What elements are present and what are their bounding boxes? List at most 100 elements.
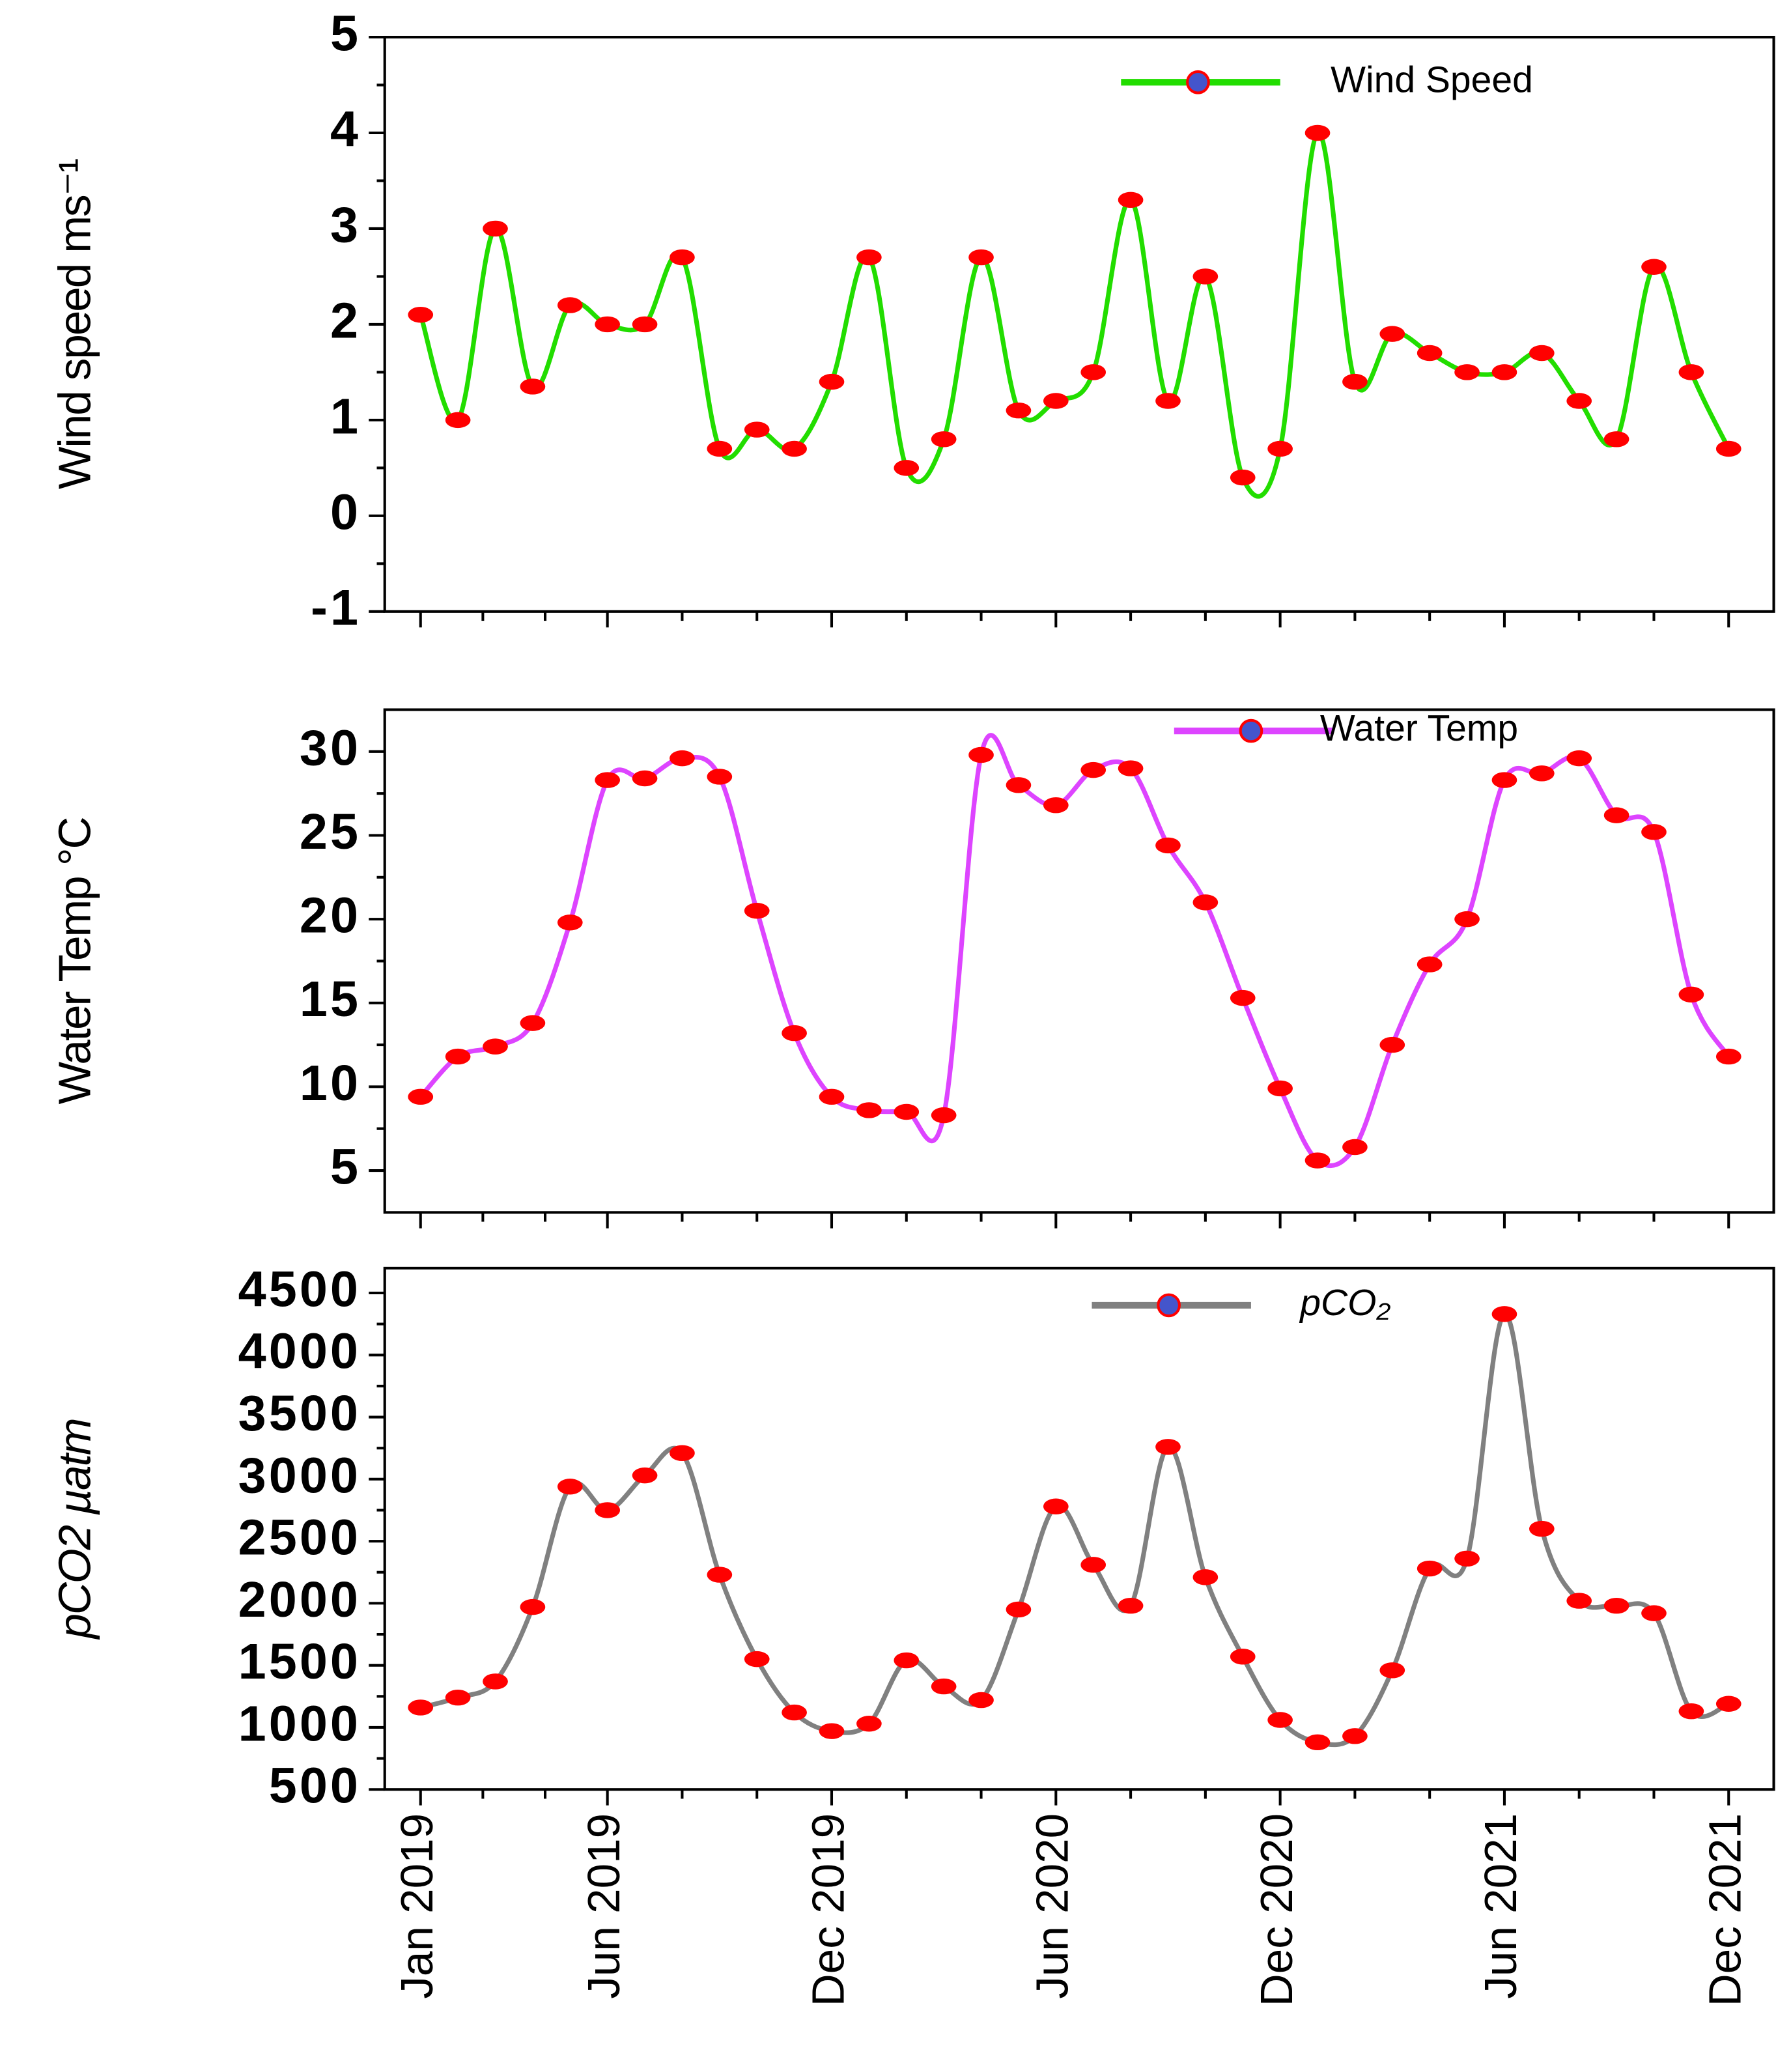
y-tick-label: 0	[330, 484, 361, 540]
y-tick-label: 2	[330, 292, 361, 348]
data-point	[1379, 1036, 1405, 1053]
data-point	[1603, 431, 1629, 447]
data-point	[557, 915, 583, 931]
y-tick-label: 4	[330, 101, 361, 157]
data-point	[1267, 1080, 1293, 1097]
data-point	[819, 373, 845, 390]
data-point	[1342, 373, 1368, 390]
data-point	[1491, 772, 1517, 788]
data-point	[1715, 1048, 1742, 1065]
y-tick-label: 5	[330, 1139, 361, 1195]
data-point	[1043, 1498, 1069, 1514]
legend-marker	[1186, 70, 1210, 94]
y-tick-label: 2500	[238, 1510, 361, 1566]
data-point	[445, 1689, 471, 1706]
data-point	[1155, 837, 1181, 854]
legend-label: pCO₂	[1299, 1282, 1390, 1324]
legend-marker	[1157, 1293, 1181, 1318]
data-point	[1454, 911, 1480, 928]
data-point	[1304, 1734, 1331, 1751]
data-point	[1715, 1696, 1742, 1712]
y-tick-label: 2000	[238, 1572, 361, 1628]
data-point	[1641, 824, 1667, 840]
y-tick-label: 3000	[238, 1447, 361, 1503]
data-point	[632, 770, 658, 787]
data-point	[520, 1015, 546, 1031]
data-point	[1379, 326, 1405, 342]
data-point	[931, 431, 957, 447]
data-point	[1192, 894, 1219, 911]
data-point	[1566, 393, 1592, 409]
data-point	[968, 1692, 994, 1709]
data-point	[483, 220, 508, 237]
data-point	[1342, 1728, 1368, 1744]
data-point	[1267, 440, 1293, 457]
data-point	[1603, 807, 1629, 823]
data-point	[931, 1678, 957, 1695]
data-point	[1379, 1662, 1405, 1679]
data-point	[1529, 345, 1555, 362]
data-point	[1155, 1439, 1181, 1455]
y-tick-label: 15	[300, 971, 361, 1027]
data-point	[744, 903, 770, 919]
data-point	[1155, 393, 1181, 409]
data-point	[408, 1088, 434, 1105]
data-point	[1491, 364, 1517, 380]
data-point	[707, 1567, 733, 1583]
data-point	[1529, 1520, 1555, 1537]
data-point	[670, 1445, 695, 1462]
x-tick-label: Dec 2021	[1700, 1813, 1751, 2006]
data-point	[670, 249, 695, 266]
data-point	[632, 1467, 658, 1484]
data-point	[1006, 1601, 1032, 1618]
data-point	[1118, 760, 1144, 776]
data-point	[1566, 1593, 1592, 1609]
x-tick-label: Jun 2020	[1027, 1813, 1078, 1999]
series-line	[419, 733, 1731, 1169]
y-tick-label: 4000	[238, 1324, 361, 1380]
data-point	[1678, 364, 1704, 380]
data-point	[632, 316, 658, 333]
data-point	[819, 1088, 845, 1105]
data-point	[1454, 364, 1480, 380]
data-point	[782, 1025, 807, 1042]
data-point	[1043, 797, 1069, 814]
data-point	[894, 1103, 920, 1120]
data-point	[445, 412, 471, 429]
data-point	[595, 316, 621, 333]
data-point	[744, 1651, 770, 1668]
data-point	[707, 440, 733, 457]
y-tick-label: 5	[330, 5, 361, 61]
data-point	[595, 1502, 621, 1518]
data-point	[595, 772, 621, 788]
data-point	[670, 750, 695, 767]
data-point	[408, 307, 434, 323]
data-point	[744, 421, 770, 438]
data-point	[445, 1048, 471, 1065]
data-point	[1641, 259, 1667, 275]
legend-label: Wind Speed	[1331, 59, 1533, 100]
series-line	[418, 130, 1731, 499]
data-point	[782, 440, 807, 457]
data-point	[1417, 1560, 1443, 1577]
data-point	[1230, 989, 1256, 1006]
y-tick-label: 3500	[238, 1385, 361, 1441]
y-tick-label: -1	[311, 580, 361, 636]
y-tick-label: 3	[330, 197, 361, 253]
y-tick-label: 500	[269, 1758, 361, 1814]
y-tick-label: 20	[300, 888, 361, 944]
y-tick-label: 25	[300, 804, 361, 860]
data-point	[1230, 469, 1256, 486]
data-point	[483, 1038, 508, 1055]
data-point	[856, 1102, 882, 1118]
data-point	[1342, 1139, 1368, 1156]
y-axis-label: Water Temp °C	[49, 818, 100, 1105]
y-tick-label: 1	[330, 388, 361, 444]
data-point	[1118, 192, 1144, 208]
data-point	[894, 1652, 920, 1669]
data-point	[1230, 1649, 1256, 1665]
y-tick-label: 4500	[238, 1261, 361, 1317]
y-tick-label: 10	[300, 1055, 361, 1111]
data-point	[968, 249, 994, 266]
